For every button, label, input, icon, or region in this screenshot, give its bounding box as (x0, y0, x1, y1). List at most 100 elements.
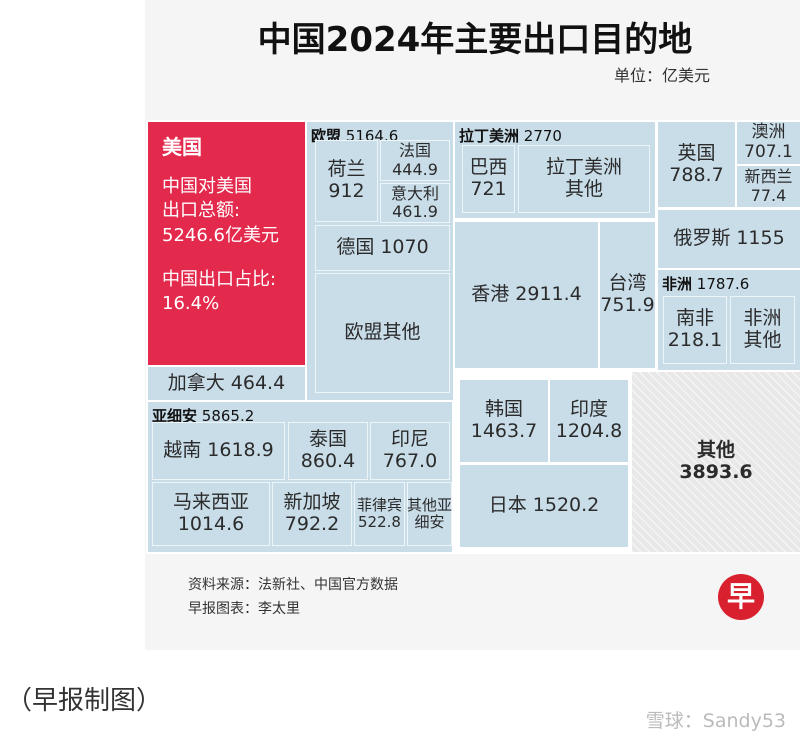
cell-value: 444.9 (392, 159, 438, 179)
cell-value: 751.9 (600, 294, 655, 316)
cell-name: 巴西 (469, 156, 508, 179)
group-name: 亚细安 (152, 407, 198, 425)
cell-value: 522.8 (358, 513, 401, 531)
cell-name: 意大利 (390, 183, 439, 203)
cell-value: 792.2 (284, 513, 340, 535)
cell-name: 俄罗斯 (673, 227, 731, 250)
cell-name: 马来西亚 (172, 491, 249, 514)
group-name: 拉丁美洲 (459, 127, 520, 145)
cell: 其他亚细安 (407, 482, 452, 546)
caption: 中国出口占比: (162, 268, 277, 290)
cell-name: 新加坡 (283, 491, 341, 514)
cell: 其他 3893.6 (632, 372, 800, 552)
logo: 早 (718, 574, 764, 620)
cell-value: 912 (328, 180, 365, 202)
caption: （早报制图） (6, 686, 163, 716)
cell: 澳洲 707.1 (737, 122, 800, 164)
caption: 中国对美国 (162, 176, 252, 197)
cell: 新西兰 77.4 (737, 166, 800, 207)
group-header: 拉丁美洲 2770 (459, 125, 562, 146)
cell-name: 荷兰 (327, 158, 366, 181)
cell-name: 欧盟其他 (344, 321, 421, 344)
cell-name: 泰国 (308, 428, 347, 451)
cell: 菲律宾 522.8 (354, 482, 405, 546)
cell: 荷兰 912 (315, 140, 378, 222)
cell-name: 法国 (398, 141, 431, 161)
cell: 日本 1520.2 (460, 465, 628, 547)
cell-value: 707.1 (744, 142, 793, 162)
cell: 南非 218.1 (663, 296, 727, 364)
cell-name: 其他 (696, 439, 735, 462)
cell: 英国 788.7 (658, 122, 735, 207)
cell-value: 1520.2 (532, 494, 600, 517)
cell-value: 464.4 (230, 371, 286, 394)
share-value: 16.4% (162, 293, 220, 315)
cell-name: 印度 (569, 398, 608, 421)
group-name: 非洲 (662, 275, 693, 293)
cell-value: 1070 (380, 236, 429, 259)
cell: 新加坡 792.2 (272, 482, 352, 546)
cell-name: 印尼 (390, 428, 429, 451)
cell-name: 菲律宾 (356, 495, 402, 514)
cell: 越南 1618.9 (152, 422, 285, 480)
group-header: 非洲 1787.6 (662, 273, 749, 294)
cell-value: 860.4 (300, 450, 356, 472)
cell-value: 1155 (736, 227, 785, 250)
cell-name: 台湾 (608, 272, 647, 295)
cell-value: 788.7 (669, 163, 724, 186)
cell-name: 新西兰 (744, 167, 793, 187)
cell-value: 3893.6 (679, 461, 753, 483)
cell-value: 721 (470, 178, 507, 200)
cell: 印度 1204.8 (550, 380, 628, 462)
cell-name: 加拿大 (167, 371, 225, 394)
cell-name: 非洲其他 (743, 307, 782, 351)
cell: 加拿大 464.4 (148, 367, 305, 400)
group-value: 1787.6 (696, 275, 750, 293)
title: 中国2024年主要出口目的地 (257, 20, 693, 60)
cell: 法国 444.9 (380, 140, 450, 181)
cell: 韩国 1463.7 (460, 380, 548, 462)
cell-name: 澳洲 (751, 122, 786, 143)
cell-value: 1618.9 (207, 439, 274, 462)
cell-value: 767.0 (382, 450, 438, 472)
cell-name: 南非 (675, 307, 714, 330)
treemap: 美国中国对美国出口总额: 5246.6亿美元 中国出口占比: 16.4% 加拿大 464.… (146, 120, 800, 554)
cell-name: 英国 (677, 141, 716, 164)
highlight-cell: 美国中国对美国出口总额: 5246.6亿美元 中国出口占比: 16.4% (148, 122, 305, 365)
cell: 巴西 721 (462, 145, 515, 213)
cell-name: 拉丁美洲其他 (546, 156, 623, 200)
cell-value: 5246.6亿美元 (162, 224, 279, 246)
cell-value: 1014.6 (177, 513, 245, 535)
cell: 香港 2911.4 (455, 222, 598, 368)
cell: 印尼 767.0 (370, 422, 450, 480)
cell-name: 越南 (163, 439, 202, 462)
cell: 马来西亚 1014.6 (152, 482, 270, 546)
cell: 泰国 860.4 (288, 422, 368, 480)
group-header: 亚细安 5865.2 (152, 405, 254, 426)
watermark: 雪球：Sandy53 (645, 710, 786, 732)
cell: 拉丁美洲其他 (518, 145, 650, 213)
cell-value: 218.1 (667, 329, 723, 351)
group-value: 5865.2 (201, 407, 255, 425)
credit: 早报图表：李太里 (188, 601, 300, 617)
caption: 出口总额: (162, 200, 241, 222)
cell: 德国 1070 (315, 225, 450, 271)
cell-name: 美国 (162, 135, 202, 159)
cell: 欧盟其他 (315, 273, 450, 393)
cell: 意大利 461.9 (380, 183, 450, 223)
cell: 台湾 751.9 (600, 222, 655, 368)
cell-name: 其他亚细安 (407, 495, 453, 531)
cell-value: 2911.4 (515, 283, 582, 306)
cell: 俄罗斯 1155 (658, 210, 800, 268)
cell: 非洲其他 (730, 296, 795, 364)
group-value: 2770 (523, 127, 562, 145)
source: 资料来源：法新社、中国官方数据 (188, 577, 398, 593)
cell-value: 1463.7 (470, 420, 538, 442)
cell-name: 日本 (488, 494, 527, 517)
cell-value: 1204.8 (555, 420, 623, 442)
cell-value: 461.9 (392, 202, 438, 221)
unit: 单位：亿美元 (613, 66, 710, 85)
cell-name: 香港 (471, 283, 510, 306)
cell-name: 德国 (336, 236, 375, 259)
